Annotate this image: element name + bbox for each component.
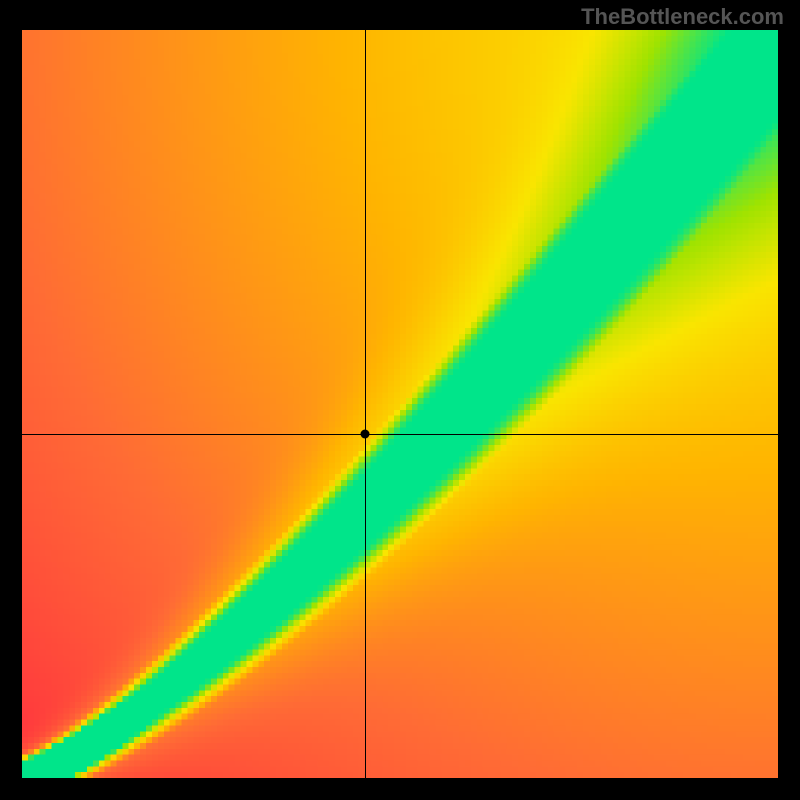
heatmap-canvas — [22, 30, 778, 778]
crosshair-horizontal — [22, 434, 778, 435]
bottleneck-heatmap — [22, 30, 778, 778]
crosshair-vertical — [365, 30, 366, 778]
selection-marker — [361, 429, 370, 438]
watermark-text: TheBottleneck.com — [581, 4, 784, 30]
